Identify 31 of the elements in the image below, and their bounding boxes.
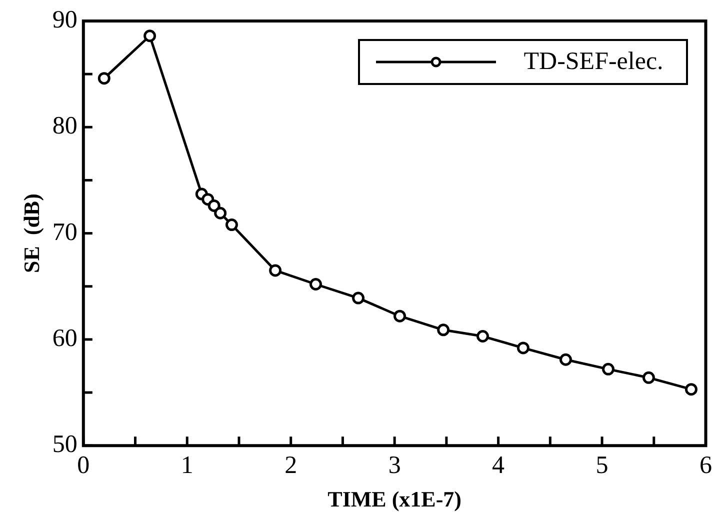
point	[684, 383, 698, 396]
x-tick-label: 2	[284, 452, 298, 480]
point	[437, 324, 450, 336]
y-tick-label: 70	[52, 218, 78, 246]
point	[352, 292, 365, 304]
point	[516, 342, 530, 354]
point	[208, 199, 220, 212]
x-axis-title: TIME (x1E-7)	[328, 486, 462, 512]
x-tick-label: 5	[596, 452, 608, 480]
x-tick-label: 1	[180, 452, 194, 480]
point	[476, 330, 489, 343]
x-tick-label: 4	[492, 452, 506, 480]
point	[225, 218, 238, 232]
point	[394, 310, 406, 322]
legend-label: TD-SEF-elec.	[524, 48, 664, 76]
x-tick-label: 6	[700, 452, 712, 480]
y-tick-label: 60	[52, 325, 78, 352]
point	[309, 278, 322, 290]
y-tick-label: 50	[52, 431, 78, 458]
y-axis-title: SE (dB)	[18, 194, 44, 274]
point	[214, 206, 227, 220]
point	[269, 264, 282, 277]
x-tick-label: 3	[388, 452, 401, 480]
point	[642, 371, 655, 384]
point	[144, 30, 156, 42]
point	[98, 72, 110, 85]
point	[559, 353, 572, 366]
point	[602, 362, 614, 376]
x-tick-label: 0	[77, 452, 90, 480]
y-tick-label: 90	[52, 6, 78, 34]
y-tick-label: 80	[52, 112, 78, 140]
